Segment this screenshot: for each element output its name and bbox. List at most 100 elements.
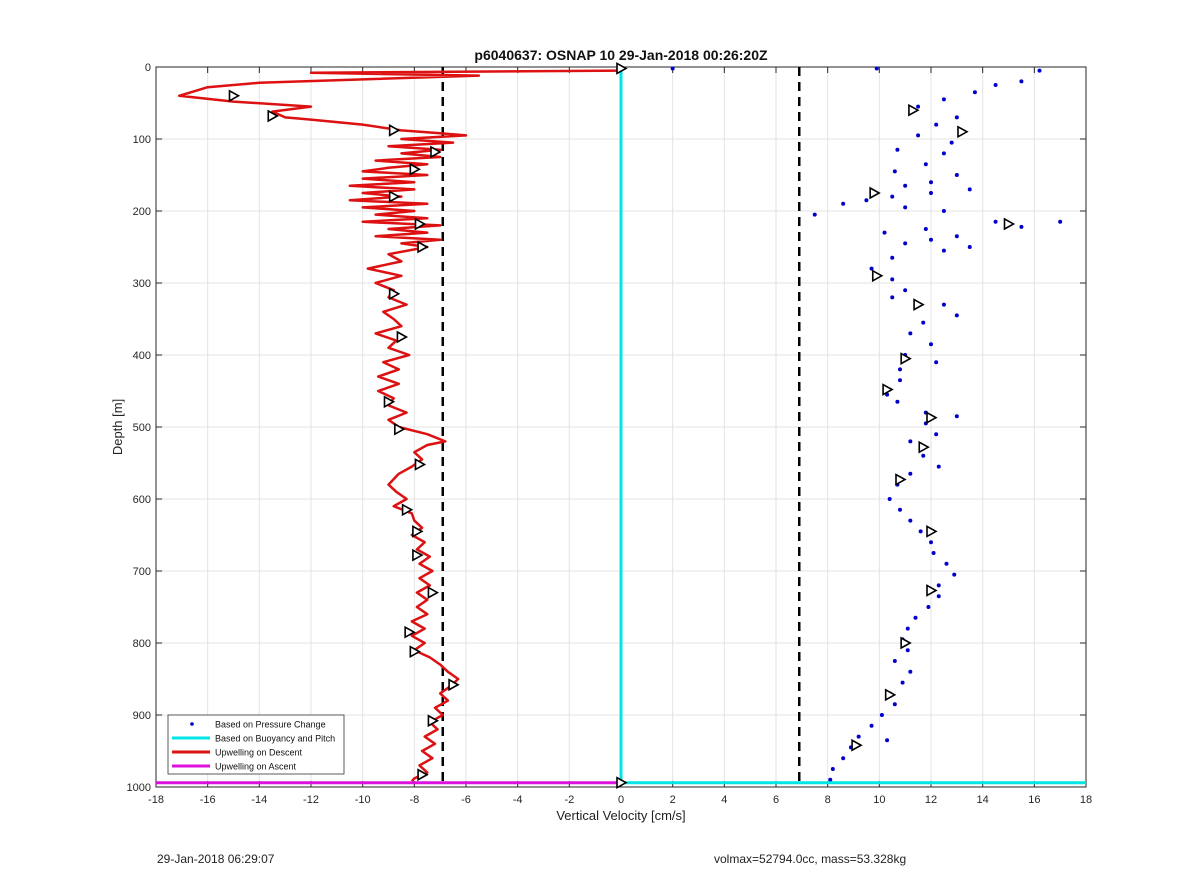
direction-marker xyxy=(926,584,938,597)
data-point xyxy=(670,66,675,71)
data-point xyxy=(890,295,895,300)
legend-label: Upwelling on Ascent xyxy=(215,762,297,772)
data-point xyxy=(869,723,874,728)
data-point xyxy=(856,734,861,739)
data-point xyxy=(916,104,921,109)
data-point xyxy=(903,241,908,246)
x-tick-label: -12 xyxy=(303,794,319,806)
data-point xyxy=(908,331,913,336)
data-point xyxy=(954,414,959,419)
x-tick-label: 4 xyxy=(721,794,727,806)
footer-timestamp: 29-Jan-2018 06:29:07 xyxy=(157,852,275,866)
data-point xyxy=(931,551,936,555)
data-point xyxy=(890,194,895,199)
direction-marker xyxy=(926,411,938,424)
data-point xyxy=(923,162,928,167)
data-point xyxy=(921,453,926,458)
data-point xyxy=(903,288,908,293)
legend: Based on Pressure Change Based on Buoyanc… xyxy=(167,714,345,775)
data-point xyxy=(903,183,908,188)
x-tick-label: 2 xyxy=(670,794,676,806)
data-point xyxy=(869,266,874,271)
y-tick-label: 300 xyxy=(133,278,151,290)
y-tick-label: 200 xyxy=(133,206,151,218)
data-point xyxy=(913,615,918,620)
x-tick-label: -6 xyxy=(461,794,471,806)
direction-marker xyxy=(414,458,427,471)
data-point xyxy=(923,227,928,231)
y-tick-label: 700 xyxy=(133,566,151,578)
direction-marker xyxy=(396,330,409,344)
legend-item-upwelling-on-ascent: Upwelling on Ascent xyxy=(172,762,297,772)
data-point xyxy=(916,133,921,138)
data-point xyxy=(941,209,946,213)
data-point xyxy=(887,497,892,501)
data-point xyxy=(993,219,998,224)
data-point xyxy=(900,680,905,685)
data-point xyxy=(929,191,933,195)
direction-marker xyxy=(414,217,427,231)
marker-group xyxy=(228,62,1016,790)
data-point xyxy=(936,583,941,588)
x-tick-label: 0 xyxy=(618,794,624,806)
data-point xyxy=(949,140,954,145)
data-point xyxy=(879,713,884,717)
x-tick-label: -4 xyxy=(513,794,523,806)
direction-marker xyxy=(908,103,920,117)
data-point xyxy=(934,360,939,365)
direction-marker xyxy=(388,124,401,137)
data-point xyxy=(905,648,910,653)
direction-marker xyxy=(882,383,894,396)
legend-swatch xyxy=(190,722,194,726)
series-upwelling-on-descent xyxy=(177,69,622,783)
data-point xyxy=(841,201,846,206)
direction-marker xyxy=(388,287,401,301)
data-point xyxy=(972,90,977,95)
footer-glider-params: volmax=52794.0cc, mass=53.328kg xyxy=(714,852,907,866)
direction-marker xyxy=(427,714,440,728)
data-point xyxy=(934,122,939,127)
y-tick-label: 500 xyxy=(133,422,151,434)
data-point xyxy=(929,540,933,545)
data-point xyxy=(1019,79,1024,84)
data-point xyxy=(898,367,902,372)
data-point xyxy=(967,187,972,192)
direction-marker xyxy=(871,269,884,283)
data-point xyxy=(934,432,939,437)
legend-item-based-on-pressure-change: Based on Pressure Change xyxy=(190,720,326,730)
direction-marker xyxy=(383,395,396,409)
data-point xyxy=(874,66,879,71)
series-based-on-buoyancy-and-pitch xyxy=(619,67,1086,785)
data-point xyxy=(864,198,869,203)
data-point xyxy=(882,230,887,235)
direction-marker xyxy=(267,109,279,123)
y-tick-label: 800 xyxy=(133,638,151,650)
chart-title: p6040637: OSNAP 10 29-Jan-2018 00:26:20Z xyxy=(474,47,768,63)
direction-marker xyxy=(957,125,969,139)
direction-marker xyxy=(409,162,421,176)
data-point xyxy=(892,169,897,174)
data-point xyxy=(905,626,910,631)
data-point xyxy=(952,572,957,577)
data-point xyxy=(830,767,835,771)
legend-item-based-on-buoyancy-and-pitch: Based on Buoyancy and Pitch xyxy=(172,734,335,744)
data-point xyxy=(890,255,895,260)
series-group xyxy=(156,66,1086,785)
x-axis-label: Vertical Velocity [cm/s] xyxy=(556,808,685,823)
x-tick-label: 18 xyxy=(1080,794,1092,806)
data-point xyxy=(954,115,959,120)
data-point xyxy=(812,212,817,217)
data-point xyxy=(954,234,959,239)
x-tick-label: 14 xyxy=(977,794,989,806)
data-point xyxy=(895,147,900,152)
direction-marker xyxy=(417,768,429,782)
axis-ticks: -18 -16 -14 -12 -10 -8 -6 -4 -2 0 2 4 6 8 10 12 14 16 18 0 1… xyxy=(127,62,1093,806)
direction-marker xyxy=(913,298,925,311)
direction-marker xyxy=(417,240,429,254)
direction-marker xyxy=(884,688,897,702)
legend-label: Based on Buoyancy and Pitch xyxy=(215,734,335,744)
direction-marker xyxy=(401,503,414,517)
data-point xyxy=(929,180,933,185)
y-tick-label: 0 xyxy=(145,62,151,74)
